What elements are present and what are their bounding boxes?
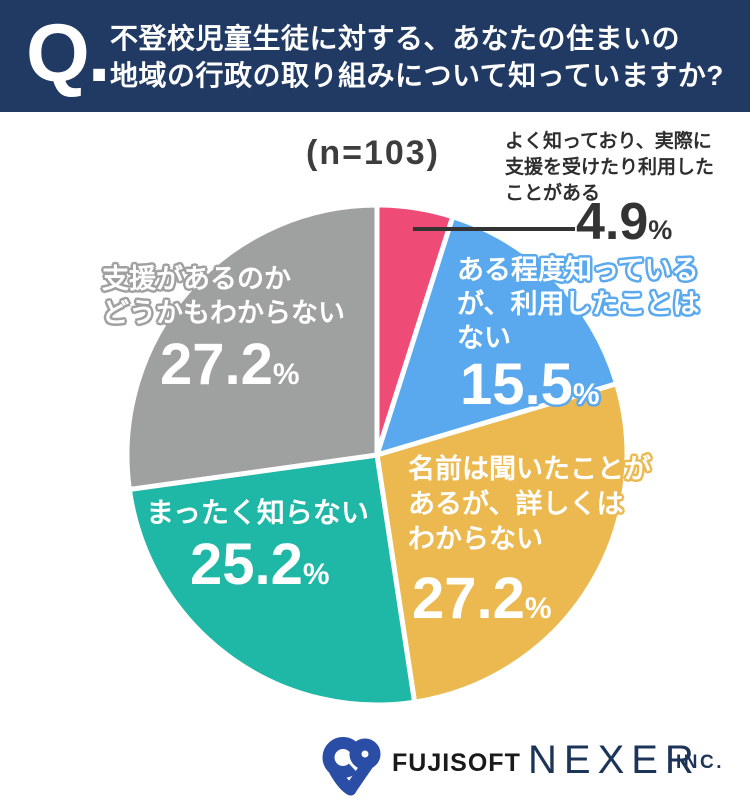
- yellow-slice-value: 27.2%: [412, 570, 552, 628]
- blue-label-line3: ない: [457, 323, 511, 353]
- question-title-line2: 地域の行政の取り組みについて知っていますか?: [110, 60, 724, 91]
- question-title: 不登校児童生徒に対する、あなたの住まいの 地域の行政の取り組みについて知っていま…: [110, 20, 724, 94]
- question-title-line1: 不登校児童生徒に対する、あなたの住まいの: [110, 23, 681, 54]
- pink-value-number: 4.9: [576, 193, 649, 251]
- pie-slice: [124, 202, 380, 492]
- gray-value-number: 27.2: [160, 332, 273, 397]
- teal-label-line1: まったく知らない: [146, 497, 369, 528]
- question-header: Q. 不登校児童生徒に対する、あなたの住まいの 地域の行政の取り組みについて知っ…: [0, 0, 750, 112]
- blue-value-number: 15.5: [460, 352, 573, 417]
- blue-value-percent-sign: %: [572, 378, 600, 411]
- yellow-label-line1: 名前は聞いたことが: [408, 454, 651, 484]
- callout-line1: よく知っており、実際に: [505, 131, 712, 152]
- nexer-logo-text: NEXER: [528, 738, 701, 782]
- q-mark: Q.: [26, 8, 111, 99]
- teal-slice-label: まったく知らない: [146, 496, 369, 530]
- sample-size-label: (n=103): [306, 134, 440, 172]
- fujisoft-logo-text: FUJISOFT: [392, 749, 521, 777]
- yellow-value-number: 27.2: [412, 566, 525, 631]
- blue-label-line1: ある程度知っている: [457, 255, 699, 285]
- yellow-value-percent-sign: %: [524, 592, 552, 625]
- pie-chart: [124, 202, 630, 708]
- leader-line: [413, 227, 575, 231]
- teal-slice-value: 25.2%: [190, 536, 330, 594]
- blue-slice-value: 15.5%: [460, 356, 600, 414]
- gray-label-line2: どうかもわからない: [102, 298, 345, 328]
- pie-slice: [374, 214, 620, 458]
- footer-logos: FUJISOFT NEXER INC.: [0, 730, 750, 805]
- pink-value-percent-sign: %: [648, 215, 673, 245]
- yellow-label-line3: わからない: [408, 524, 543, 554]
- teal-value-number: 25.2: [190, 532, 303, 597]
- fujisoft-logo-icon: [322, 737, 381, 796]
- blue-label-line2: が、利用したことは: [457, 289, 700, 319]
- callout-line3: ことがある: [505, 183, 601, 204]
- yellow-slice-label: 名前は聞いたことが あるが、詳しくは わからない: [408, 452, 651, 557]
- pie-slice: [374, 381, 630, 705]
- gray-value-percent-sign: %: [272, 358, 300, 391]
- blue-slice-label: ある程度知っている が、利用したことは ない: [457, 253, 699, 355]
- callout-pink-label: よく知っており、実際に 支援を受けたり利用した ことがある: [505, 129, 750, 207]
- nexer-inc-text: INC.: [676, 752, 724, 773]
- gray-slice-label: 支援があるのか どうかもわからない: [102, 262, 345, 330]
- gray-slice-value: 27.2%: [160, 336, 300, 394]
- yellow-label-line2: あるが、詳しくは: [408, 489, 624, 519]
- callout-line2: 支援を受けたり利用した: [505, 157, 715, 178]
- gray-label-line1: 支援があるのか: [102, 264, 291, 294]
- pie-slice: [126, 452, 418, 708]
- callout-pink-value: 4.9%: [576, 196, 672, 248]
- teal-value-percent-sign: %: [302, 558, 330, 591]
